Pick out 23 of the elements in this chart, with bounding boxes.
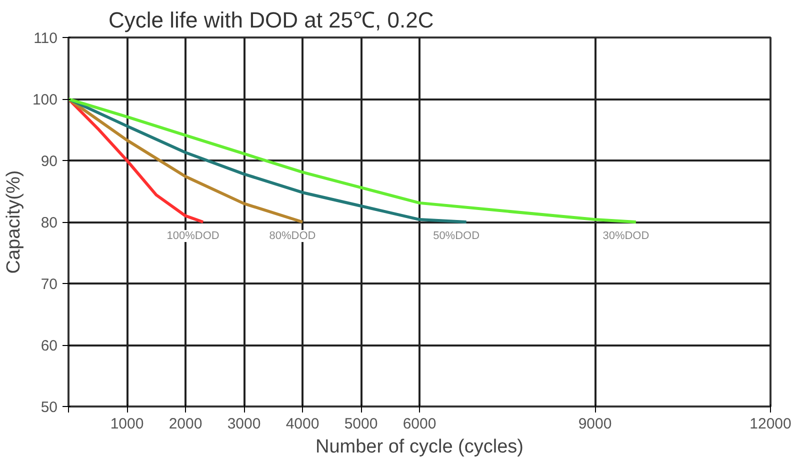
x-tick-label: 4000 [286, 416, 320, 432]
y-tick-label: 110 [34, 30, 58, 47]
y-tick-label: 80 [40, 214, 58, 232]
y-tick-label: 70 [40, 276, 58, 293]
y-tick-label: 50 [40, 399, 58, 416]
y-tick-label: 90 [40, 153, 58, 170]
y-axis-title: Capacity(%) [3, 170, 24, 274]
x-tick-label: 5000 [344, 416, 378, 432]
x-tick-label: 6000 [402, 416, 436, 432]
line-series [68, 98, 638, 224]
y-tick-label: 100 [32, 92, 58, 108]
series-label: 50%DOD [433, 230, 480, 242]
series-label: 30%DOD [602, 230, 650, 242]
x-tick-label: 12000 [750, 416, 792, 432]
x-axis-title: Number of cycle (cycles) [316, 436, 524, 458]
chart-title: Cycle life with DOD at 25℃, 0.2C [108, 8, 434, 32]
series-label: 80%DOD [269, 230, 316, 242]
y-tick-label: 60 [40, 338, 58, 354]
x-tick-label: 3000 [227, 416, 261, 432]
x-tick-label: 2000 [168, 416, 202, 432]
series-label: 100%DOD [166, 230, 220, 242]
x-tick-label: 1000 [110, 416, 144, 432]
x-tick-label: 9000 [578, 416, 612, 432]
